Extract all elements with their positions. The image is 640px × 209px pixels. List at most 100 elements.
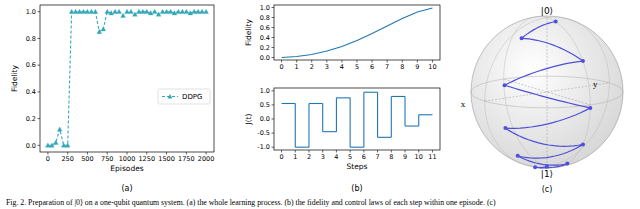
marker [204, 9, 209, 13]
y-tick-label: 0.5 [260, 101, 270, 109]
step-segment [309, 103, 323, 104]
marker [140, 9, 145, 13]
series-line [282, 8, 433, 58]
x-tick-label: 8 [389, 153, 393, 161]
y-tick [272, 133, 275, 134]
marker [97, 29, 102, 33]
step-segment [323, 131, 337, 132]
marker [73, 9, 78, 13]
marker [129, 9, 134, 13]
chart: 0250500750100012501500175020000.00.20.40… [10, 5, 214, 173]
y-tick-label: 0.2 [26, 115, 36, 123]
x-tick-label: 1 [295, 63, 299, 71]
x-tick-label: 0 [279, 63, 283, 71]
x-tick-label: 6 [362, 153, 366, 161]
step-segment [405, 125, 419, 126]
y-tick [38, 11, 41, 12]
state-point [503, 126, 507, 130]
state-point [565, 162, 569, 166]
trajectory-arc [505, 108, 590, 128]
marker [93, 9, 98, 13]
marker [117, 9, 122, 13]
legend-marker [168, 94, 173, 98]
marker [81, 9, 86, 13]
step-segment [419, 114, 433, 115]
x-tick-label: 1000 [119, 155, 136, 163]
step-riser [336, 98, 337, 132]
state-label: |1⟩ [541, 169, 553, 179]
state-point [533, 165, 537, 169]
y-tick-label: 0.8 [26, 35, 36, 43]
axis-label: y [593, 79, 598, 89]
marker [188, 11, 193, 15]
step-riser [404, 96, 405, 126]
y-tick [272, 37, 275, 38]
trajectory-arc [522, 22, 556, 39]
x-tick-label: 10 [428, 63, 436, 71]
marker [172, 11, 177, 15]
marker [156, 12, 161, 16]
bloch-sphere: |0⟩|1⟩xy [461, 6, 623, 180]
axis-label: x [461, 99, 466, 109]
y-tick-label: 0.4 [260, 34, 270, 42]
state-point [581, 59, 585, 63]
x-tick-label: 10 [415, 153, 423, 161]
x-tick-label: 9 [403, 153, 407, 161]
step-riser [308, 104, 309, 148]
marker [160, 9, 165, 13]
y-tick-label: 0.0 [260, 54, 270, 62]
marker [152, 9, 157, 13]
plot-data [282, 8, 433, 58]
marker [196, 9, 201, 13]
sphere [471, 16, 623, 168]
y-tick [272, 104, 275, 105]
step-segment [391, 96, 405, 97]
y-tick-label: 0.2 [260, 44, 270, 52]
marker [180, 9, 185, 13]
marker [192, 9, 197, 13]
marker [136, 9, 141, 13]
x-tick-label: 7 [376, 153, 380, 161]
y-tick-label: 1.0 [260, 87, 270, 95]
x-tick-label: 250 [61, 155, 73, 163]
state-point [554, 20, 558, 24]
panel-label: (b) [351, 184, 362, 193]
x-tick-label: 750 [101, 155, 113, 163]
y-tick [38, 145, 41, 146]
step-riser [295, 104, 296, 148]
x-tick-label: 4 [340, 63, 344, 71]
trajectory-arc [522, 38, 583, 61]
y-tick-label: 0.8 [260, 14, 270, 22]
marker [85, 9, 90, 13]
legend: DDPG [158, 89, 210, 104]
x-tick-label: 7 [385, 63, 389, 71]
y-tick-label: 0.6 [26, 61, 36, 69]
state-point [520, 36, 524, 40]
y-axis-label: Fidelity [244, 19, 253, 46]
y-tick [272, 47, 275, 48]
y-tick [272, 17, 275, 18]
x-tick-label: 8 [400, 63, 404, 71]
marker [176, 9, 181, 13]
y-tick [272, 27, 275, 28]
y-tick-label: 1.0 [260, 4, 270, 12]
x-tick-label: 1500 [158, 155, 175, 163]
x-tick-label: 4 [334, 153, 338, 161]
y-tick [272, 119, 275, 120]
marker [46, 143, 51, 147]
y-tick-label: -1.0 [257, 143, 270, 151]
x-axis-label: Steps [347, 162, 368, 171]
marker [89, 9, 94, 13]
marker [57, 127, 62, 131]
x-tick-label: 0 [46, 155, 50, 163]
marker [61, 143, 66, 147]
chart: 01234567891011-1.0-0.50.00.51.0StepsJ(t) [244, 87, 440, 171]
trajectory-arc [505, 128, 583, 146]
plot-frame [274, 5, 440, 60]
x-tick-label: 500 [81, 155, 93, 163]
marker [148, 11, 153, 15]
x-tick-label: 1 [293, 153, 297, 161]
y-tick-label: 0.0 [26, 142, 36, 150]
y-tick [38, 118, 41, 119]
state-point [503, 83, 507, 87]
